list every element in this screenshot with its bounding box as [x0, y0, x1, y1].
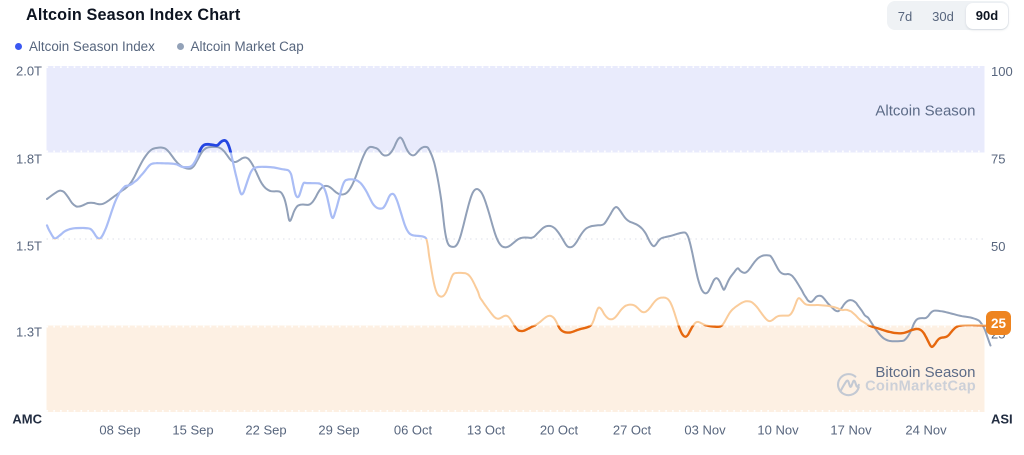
svg-text:1.5T: 1.5T [16, 239, 42, 254]
svg-text:03 Nov: 03 Nov [684, 423, 726, 438]
svg-text:08 Sep: 08 Sep [99, 423, 140, 438]
svg-text:29 Sep: 29 Sep [318, 423, 359, 438]
svg-text:22 Sep: 22 Sep [245, 423, 286, 438]
svg-text:27 Oct: 27 Oct [613, 423, 652, 438]
svg-text:20 Oct: 20 Oct [540, 423, 579, 438]
svg-text:Altcoin Season: Altcoin Season [875, 103, 975, 120]
svg-text:AMC: AMC [12, 412, 42, 427]
svg-text:ASI: ASI [991, 412, 1013, 427]
svg-text:17 Nov: 17 Nov [830, 423, 872, 438]
svg-text:13 Oct: 13 Oct [467, 423, 506, 438]
svg-text:10 Nov: 10 Nov [757, 423, 799, 438]
svg-text:25: 25 [991, 316, 1007, 331]
svg-text:2.0T: 2.0T [16, 64, 42, 79]
svg-text:1.3T: 1.3T [16, 324, 42, 339]
svg-text:CoinMarketCap: CoinMarketCap [865, 379, 976, 395]
svg-text:24 Nov: 24 Nov [905, 423, 947, 438]
svg-text:1.8T: 1.8T [16, 152, 42, 167]
svg-text:100: 100 [991, 64, 1013, 79]
svg-text:50: 50 [991, 239, 1005, 254]
svg-text:06 Oct: 06 Oct [394, 423, 433, 438]
svg-text:Bitcoin Season: Bitcoin Season [875, 364, 975, 381]
svg-text:75: 75 [991, 152, 1005, 167]
svg-text:15 Sep: 15 Sep [172, 423, 213, 438]
